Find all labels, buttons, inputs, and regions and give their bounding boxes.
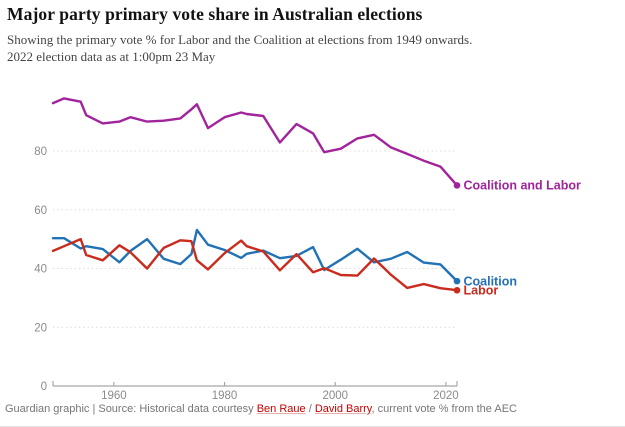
source-link-ben-raue[interactable]: Ben Raue (256, 403, 306, 415)
x-tick-label-1980: 1980 (212, 390, 238, 402)
x-tick-label-2020: 2020 (433, 390, 459, 402)
source-prefix: Guardian graphic | Source: Historical da… (5, 403, 257, 415)
source-credit: Guardian graphic | Source: Historical da… (5, 403, 517, 415)
series-end-dot-coalition-and-labor (453, 182, 461, 189)
subtitle-line-1: Showing the primary vote % for Labor and… (7, 32, 473, 47)
subtitle-line-2: 2022 election data as at 1:00pm 23 May (7, 49, 216, 64)
series-end-dot-coalition (453, 277, 461, 285)
source-link-david-barry[interactable]: David Barry (314, 403, 372, 415)
x-tick-label-2000: 2000 (322, 390, 348, 402)
y-tick-label-60: 60 (34, 205, 47, 217)
chart-title: Major party primary vote share in Austra… (7, 4, 423, 24)
y-tick-label-0: 0 (41, 381, 47, 393)
y-tick-label-20: 20 (34, 322, 47, 334)
chart-subtitle: Showing the primary vote % for Labor and… (7, 31, 472, 65)
y-tick-label-80: 80 (34, 146, 47, 158)
series-end-label-coalition: Coalition (464, 274, 517, 288)
series-end-label-coalition-and-labor: Coalition and Labor (464, 179, 581, 193)
series-line-coalition (51, 228, 459, 283)
series-line-coalition-and-labor (51, 97, 459, 187)
series-line-labor (51, 237, 459, 292)
series-end-dot-labor (453, 286, 461, 294)
source-suffix: , current vote % from the AEC (371, 403, 517, 415)
series-end-label-labor: Labor (464, 284, 499, 298)
x-tick-label-1960: 1960 (101, 390, 127, 402)
source-separator: / (305, 403, 315, 415)
y-tick-label-40: 40 (34, 264, 47, 276)
